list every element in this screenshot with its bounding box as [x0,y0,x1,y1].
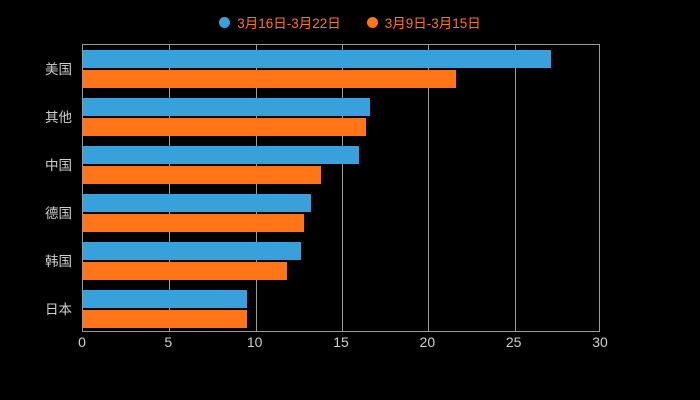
gridline [169,45,171,331]
gridline [255,45,257,331]
x-axis-tick-label: 5 [164,334,173,350]
x-axis-tick-label: 15 [333,334,349,350]
legend-label: 3月16日-3月22日 [237,16,341,31]
bar-group [83,141,599,189]
bar-group [83,285,599,333]
x-axis-tick-label: 25 [505,334,522,350]
y-axis-tick-label: 韩国 [45,254,72,269]
x-axis-tick-label: 0 [78,334,86,350]
plot-area [82,44,600,332]
legend-marker-icon [219,16,231,28]
chart-legend: 3月16日-3月22日 3月9日-3月15日 [0,12,700,32]
x-axis-tick-label: 20 [419,334,436,350]
y-axis-tick-label: 中国 [45,158,72,173]
legend-item-series-2[interactable]: 3月9日-3月15日 [366,12,481,32]
y-axis-tick-label: 其他 [45,110,72,125]
bar[interactable] [83,290,248,308]
bar-group [83,189,599,237]
x-axis-tick-label: 30 [592,334,608,350]
bar[interactable] [83,242,301,260]
legend-marker-icon [366,16,378,28]
bar[interactable] [83,50,551,68]
bar[interactable] [83,98,370,116]
y-axis-tick-label: 日本 [45,302,72,317]
bar[interactable] [83,118,367,136]
bar[interactable] [83,310,248,328]
y-axis-tick-label: 德国 [45,206,72,221]
bar-group [83,237,599,285]
bar[interactable] [83,70,456,88]
bar[interactable] [83,146,360,164]
gridline [428,45,430,331]
gridline [342,45,343,331]
bar[interactable] [83,166,322,184]
y-axis-tick-label: 美国 [45,62,72,77]
y-axis-labels: 美国其他中国德国韩国日本 [0,44,82,332]
bar-group [83,45,599,93]
x-axis-tick-label: 10 [246,334,263,350]
legend-label: 3月9日-3月15日 [384,16,481,31]
x-axis-labels: 0 5 10 15 20 25 30 [78,334,608,360]
legend-item-series-1[interactable]: 3月16日-3月22日 [219,12,341,32]
bar[interactable] [83,262,287,280]
bar[interactable] [83,214,304,232]
bar-group [83,93,599,141]
bar[interactable] [83,194,311,212]
gridline [514,45,516,331]
